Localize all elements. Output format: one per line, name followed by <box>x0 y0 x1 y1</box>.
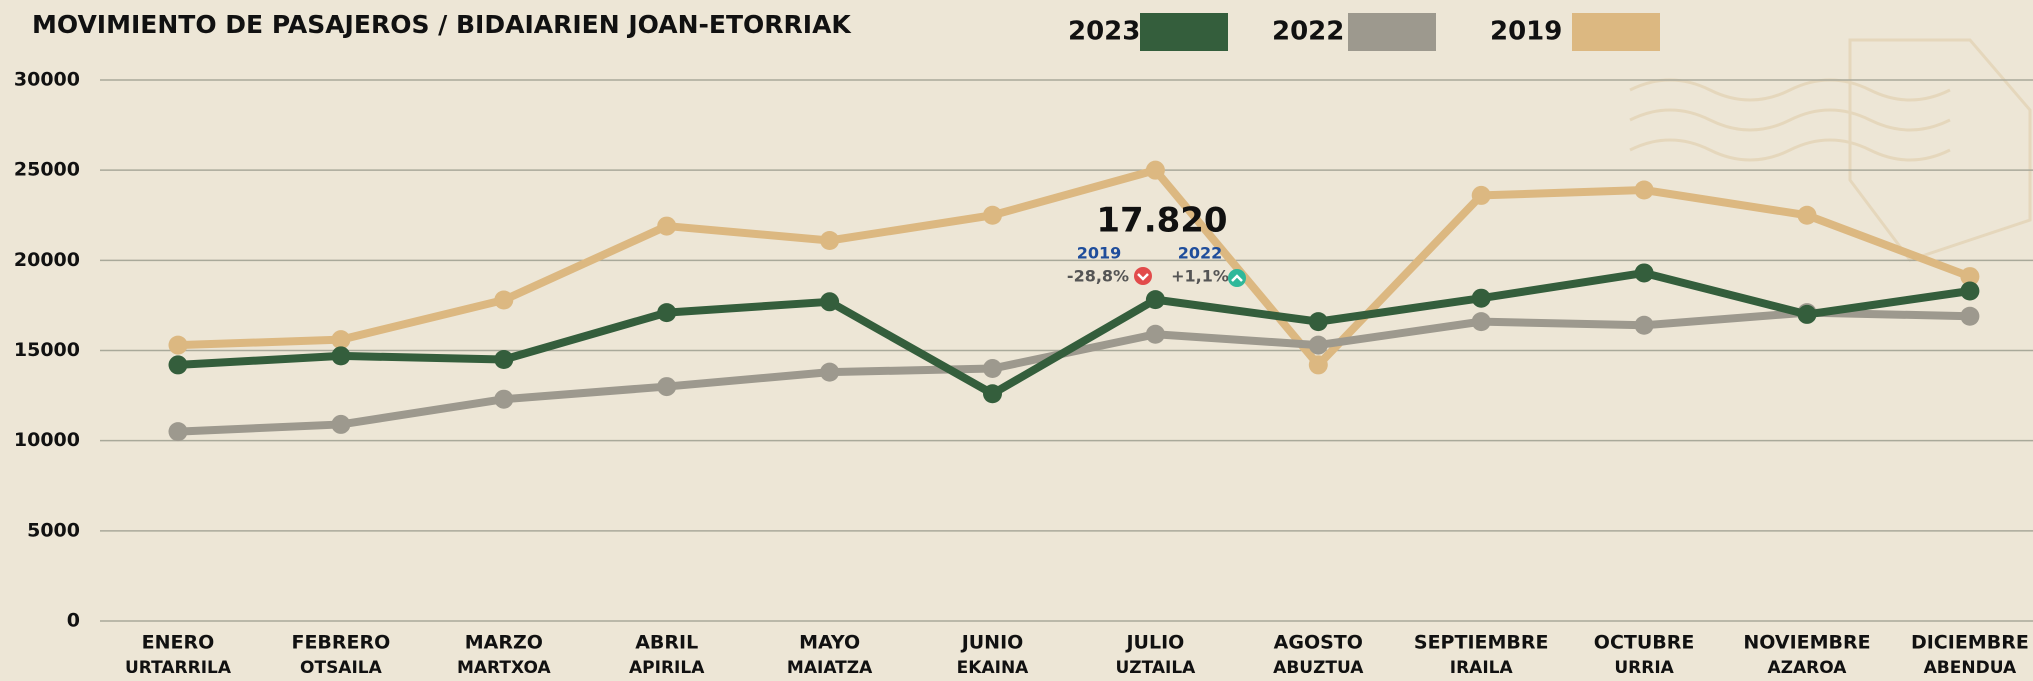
y-tick-label: 25000 <box>14 159 80 181</box>
x-tick-sublabel: EKAINA <box>957 658 1029 678</box>
point <box>1309 336 1328 355</box>
x-tick-sublabel: MAIATZA <box>787 658 873 678</box>
point <box>331 346 350 365</box>
chart-title: MOVIMIENTO DE PASAJEROS / BIDAIARIEN JOA… <box>32 10 852 39</box>
point <box>331 330 350 349</box>
x-tick-sublabel: OTSAILA <box>300 658 383 678</box>
x-tick-sublabel: ABENDUA <box>1924 658 2017 678</box>
point <box>1635 263 1654 282</box>
x-tick-label: ENERO <box>142 632 215 654</box>
point <box>657 303 676 322</box>
y-tick-label: 10000 <box>14 429 80 451</box>
y-tick-label: 5000 <box>27 519 80 541</box>
chart: MOVIMIENTO DE PASAJEROS / BIDAIARIEN JOA… <box>0 0 2033 681</box>
x-tick-sublabel: ABUZTUA <box>1273 658 1364 678</box>
y-tick-label: 30000 <box>14 69 80 91</box>
x-tick-sublabel: AZAROA <box>1768 658 1848 678</box>
point <box>983 384 1002 403</box>
point <box>169 355 188 374</box>
point <box>1309 312 1328 331</box>
legend-swatch <box>1140 13 1228 51</box>
x-tick-label: AGOSTO <box>1274 632 1363 654</box>
x-tick-label: ABRIL <box>635 632 698 654</box>
point <box>1960 281 1979 300</box>
point <box>1798 305 1817 324</box>
point <box>169 422 188 441</box>
x-tick-sublabel: URRIA <box>1614 658 1674 678</box>
point <box>1309 355 1328 374</box>
point <box>820 292 839 311</box>
down-icon <box>1134 267 1152 285</box>
y-tick-label: 20000 <box>14 249 80 271</box>
point <box>983 359 1002 378</box>
x-tick-label: SEPTIEMBRE <box>1414 632 1549 654</box>
legend-label: 2019 <box>1490 17 1562 47</box>
legend-swatch <box>1572 13 1660 51</box>
point <box>494 390 513 409</box>
x-tick-label: JULIO <box>1124 632 1184 654</box>
point <box>657 217 676 236</box>
point <box>1635 316 1654 335</box>
point <box>1960 307 1979 326</box>
point <box>1472 186 1491 205</box>
y-tick-label: 0 <box>67 610 80 632</box>
point <box>983 206 1002 225</box>
x-tick-sublabel: MARTXOA <box>457 658 551 678</box>
x-tick-label: MAYO <box>799 632 860 654</box>
point <box>1472 312 1491 331</box>
point <box>494 350 513 369</box>
legend-swatch <box>1348 13 1436 51</box>
point <box>331 415 350 434</box>
point <box>657 377 676 396</box>
y-tick-label: 15000 <box>14 339 80 361</box>
point <box>820 363 839 382</box>
x-tick-sublabel: APIRILA <box>629 658 705 678</box>
point <box>820 231 839 250</box>
annotation-year: 2022 <box>1178 244 1223 263</box>
x-tick-sublabel: URTARRILA <box>125 658 232 678</box>
x-tick-sublabel: IRAILA <box>1450 658 1514 678</box>
point <box>494 291 513 310</box>
x-tick-label: FEBRERO <box>291 632 390 654</box>
x-tick-label: DICIEMBRE <box>1911 632 2029 654</box>
x-tick-label: MARZO <box>465 632 543 654</box>
annotation-change: +1,1% <box>1171 267 1229 286</box>
x-tick-label: OCTUBRE <box>1594 632 1695 654</box>
point <box>1472 289 1491 308</box>
point <box>1146 290 1165 309</box>
x-tick-label: JUNIO <box>960 632 1024 654</box>
legend-label: 2023 <box>1068 17 1140 47</box>
point <box>169 336 188 355</box>
point <box>1146 161 1165 180</box>
annotation-year: 2019 <box>1077 244 1122 263</box>
annotation-change: -28,8% <box>1067 267 1129 286</box>
point <box>1798 206 1817 225</box>
legend-label: 2022 <box>1272 17 1344 47</box>
point <box>1146 325 1165 344</box>
x-tick-sublabel: UZTAILA <box>1115 658 1196 678</box>
annotation-value: 17.820 <box>1096 201 1227 241</box>
point <box>1635 181 1654 200</box>
x-tick-label: NOVIEMBRE <box>1743 632 1870 654</box>
up-icon <box>1228 269 1246 287</box>
